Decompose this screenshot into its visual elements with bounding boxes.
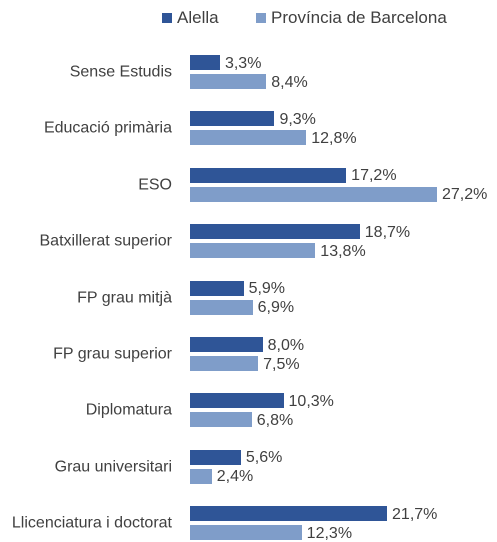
value-label: 9,3% [279,110,316,128]
value-label: 6,9% [257,299,295,317]
value-label: 18,7% [364,223,411,241]
category-label: ESO [138,176,172,194]
legend-swatch [256,13,266,23]
category-label: Grau universitari [54,458,172,476]
legend-label: Alella [177,8,219,27]
bar [190,412,252,428]
category-label: Educació primària [43,119,172,137]
bar [190,186,437,202]
value-label: 5,9% [248,280,286,298]
bar [190,449,241,465]
bar [190,55,220,70]
value-label: 21,7% [392,505,438,523]
category-label: Batxillerat superior [39,232,173,250]
bar [190,224,360,240]
value-label: 8,4% [271,73,308,91]
legend-item: Alella [162,8,219,28]
legend-swatch [162,13,172,23]
bar [190,111,275,127]
bar [190,299,253,315]
category-label: Sense Estudis [69,63,172,81]
category-label: Llicenciatura i doctorat [11,514,172,532]
category-label: FP grau superior [53,345,172,363]
value-label: 12,3% [306,524,353,542]
bar [190,393,284,409]
value-label: 13,8% [320,242,366,260]
value-label: 6,8% [256,411,294,429]
legend-item: Província de Barcelona [256,8,447,28]
value-label: 10,3% [288,392,334,410]
bar [190,243,316,259]
value-label: 12,8% [311,129,357,147]
bar [190,167,347,183]
bar [190,130,307,146]
value-label: 5,6% [245,449,283,467]
value-label: 17,2% [351,167,397,185]
value-label: 27,2% [441,186,488,204]
category-label: FP grau mitjà [77,289,172,307]
value-label: 2,4% [216,468,254,486]
value-label: 3,3% [224,54,262,72]
category-label: Diplomatura [85,401,172,419]
value-label: 7,5% [263,355,300,373]
legend-label: Província de Barcelona [271,8,447,27]
bar [190,506,388,522]
bar [190,337,263,352]
bar [190,74,267,89]
value-label: 8,0% [267,336,305,354]
bar [190,280,244,296]
bar [190,525,302,541]
bar [190,356,259,371]
bar [190,468,212,484]
